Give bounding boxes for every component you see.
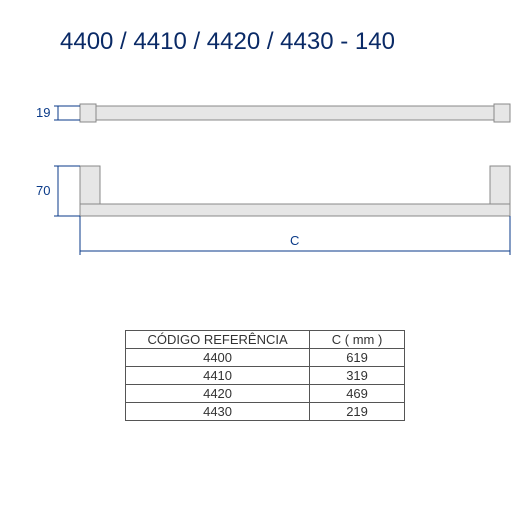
dimension-19-label: 19 bbox=[36, 105, 50, 120]
table-header-row: CÓDIGO REFERÊNCIA C ( mm ) bbox=[126, 331, 405, 349]
table-row: 4410319 bbox=[126, 367, 405, 385]
table-cell: 4410 bbox=[126, 367, 310, 385]
table-cell: 4430 bbox=[126, 403, 310, 421]
technical-drawing: 19 70 C bbox=[0, 56, 530, 316]
table-cell: 619 bbox=[310, 349, 405, 367]
table-row: 4420469 bbox=[126, 385, 405, 403]
dimension-70-label: 70 bbox=[36, 183, 50, 198]
table-row: 4400619 bbox=[126, 349, 405, 367]
table-row: 4430219 bbox=[126, 403, 405, 421]
table-cell: 4420 bbox=[126, 385, 310, 403]
table-cell: 4400 bbox=[126, 349, 310, 367]
col-length: C ( mm ) bbox=[310, 331, 405, 349]
dimension-c-label: C bbox=[290, 233, 299, 248]
page-title: 4400 / 4410 / 4420 / 4430 - 140 bbox=[0, 0, 530, 56]
table-cell: 319 bbox=[310, 367, 405, 385]
table-cell: 469 bbox=[310, 385, 405, 403]
col-codigo: CÓDIGO REFERÊNCIA bbox=[126, 331, 310, 349]
table-cell: 219 bbox=[310, 403, 405, 421]
reference-table: CÓDIGO REFERÊNCIA C ( mm ) 4400619441031… bbox=[125, 330, 405, 421]
